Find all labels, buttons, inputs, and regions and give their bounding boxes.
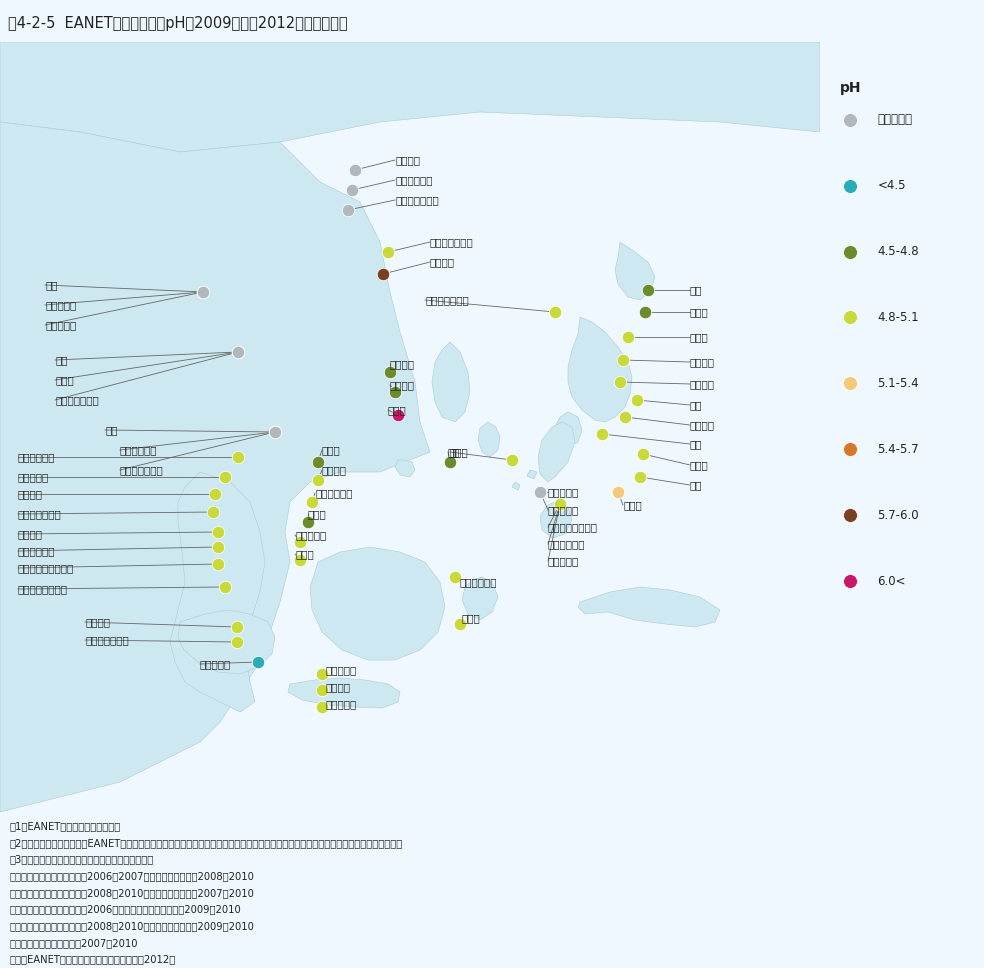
Text: マロス: マロス	[462, 613, 481, 623]
Text: サムートプラカーン: サムートプラカーン	[18, 563, 74, 573]
Text: pH: pH	[839, 80, 861, 95]
Text: 厦門: 厦門	[448, 447, 461, 457]
Text: 図4-2-5  EANET地域の降水中pH（2009年か刁2012年の平均値）: 図4-2-5 EANET地域の降水中pH（2009年か刁2012年の平均値）	[8, 15, 347, 31]
Polygon shape	[170, 472, 265, 712]
Text: 資料：EANET「東アジア酸性雨データ報告書2012」: 資料：EANET「東アジア酸性雨データ報告書2012」	[10, 954, 176, 965]
Text: テレルジ: テレルジ	[430, 257, 455, 267]
Text: 利尺: 利尺	[690, 285, 703, 295]
Polygon shape	[540, 457, 552, 467]
Text: 橋原: 橋原	[690, 480, 703, 490]
Text: 西安: 西安	[45, 280, 57, 290]
Text: ハノイ: ハノイ	[322, 445, 340, 455]
Text: ホアビン: ホアビン	[322, 465, 347, 475]
Polygon shape	[288, 678, 400, 708]
Text: 東京　　　　　　：2007～2010: 東京 ：2007～2010	[10, 938, 139, 948]
Text: 隐岐: 隐岐	[690, 439, 703, 449]
Polygon shape	[615, 242, 655, 300]
Text: クックプオン: クックプオン	[315, 488, 352, 498]
Text: シャンジョウ: シャンジョウ	[120, 445, 157, 455]
Text: プリモルスカヤ: プリモルスカヤ	[425, 295, 468, 305]
Text: グアンインチャオ　：2006～2007　クチン　　　　：2008～2010: グアンインチャオ ：2006～2007 クチン ：2008～2010	[10, 871, 255, 881]
Text: 珠海: 珠海	[105, 425, 117, 435]
Text: パトゥンタニ: パトゥンタニ	[18, 546, 55, 556]
Text: 竜飛岜: 竜飛岜	[690, 332, 708, 342]
Text: バンドゥン: バンドゥン	[325, 699, 356, 709]
Polygon shape	[178, 610, 275, 674]
Polygon shape	[0, 42, 820, 152]
Polygon shape	[462, 577, 498, 620]
Polygon shape	[538, 422, 575, 482]
Text: 4.8-5.1: 4.8-5.1	[878, 311, 919, 324]
Text: <4.5: <4.5	[878, 179, 906, 192]
Polygon shape	[478, 422, 500, 457]
Text: 2：測定方法については、EANETにおいて実技マニュアルとして定められている方法による。なお、精度保証・精度管理は実施している。: 2：測定方法については、EANETにおいて実技マニュアルとして定められている方法…	[10, 838, 403, 848]
Text: ハイフ　　　　　　：2008～2010　ヤンゴン　　　：2007～2010: ハイフ ：2008～2010 ヤンゴン ：2007～2010	[10, 888, 255, 898]
Text: データなし: データなし	[878, 113, 912, 126]
Text: ジンユンシャン: ジンユンシャン	[55, 395, 98, 405]
Text: ナコンラチャシマ: ナコンラチャシマ	[18, 584, 68, 594]
Text: モンディ: モンディ	[395, 155, 420, 165]
Text: 5.1-5.4: 5.1-5.4	[878, 377, 919, 390]
Text: セルポン: セルポン	[325, 682, 350, 692]
Text: 6.0<: 6.0<	[878, 575, 906, 588]
Text: 5.4-5.7: 5.4-5.7	[878, 443, 919, 456]
Text: コトタバン: コトタバン	[200, 659, 231, 669]
Text: ハイフ: ハイフ	[55, 375, 74, 385]
Polygon shape	[527, 470, 537, 479]
Polygon shape	[555, 412, 582, 447]
Text: イルクーツク: イルクーツク	[395, 175, 433, 185]
Polygon shape	[540, 502, 572, 538]
Text: シージャン: シージャン	[45, 300, 76, 310]
Text: 佐渡関岜: 佐渡関岜	[690, 357, 715, 367]
Text: 落石岜: 落石岜	[690, 307, 708, 317]
Text: 重慶: 重慶	[55, 355, 68, 365]
Text: メトロマニラ: メトロマニラ	[548, 539, 585, 549]
Text: 注1：EANETの公表資料より作成。: 注1：EANETの公表資料より作成。	[10, 821, 121, 832]
Text: プノンペン: プノンペン	[295, 530, 327, 540]
Text: ホンウェン: ホンウェン	[548, 487, 580, 497]
Text: ダナンバレー: ダナンバレー	[460, 577, 498, 587]
Text: 東京: 東京	[690, 400, 703, 410]
Text: チェンマイ: チェンマイ	[18, 472, 49, 482]
Text: ジュシエンドン: ジュシエンドン	[120, 465, 163, 475]
Text: ヤンゴン: ヤンゴン	[18, 489, 43, 499]
Text: セントトーマス山: セントトーマス山	[548, 522, 598, 532]
Text: ダナン: ダナン	[308, 509, 327, 519]
Text: 小笠原: 小笠原	[623, 500, 642, 510]
Text: シャオビン: シャオビン	[548, 505, 580, 515]
Text: イムシル: イムシル	[390, 380, 415, 390]
Text: カンチャナブリ: カンチャナブリ	[18, 509, 62, 519]
Polygon shape	[578, 587, 720, 627]
Text: タナラタ: タナラタ	[85, 617, 110, 627]
Polygon shape	[395, 460, 415, 477]
Text: クチン: クチン	[295, 549, 314, 559]
Text: 伊自良湖: 伊自良湖	[690, 420, 715, 430]
Polygon shape	[310, 547, 445, 660]
Text: ウェイシュイユエン：2006　　　　　クックプオン：2009～2010: ウェイシュイユエン：2006 クックプオン：2009～2010	[10, 905, 242, 915]
Text: マロス　　　　　　：2008～2010　ダナン　　　　：2009～2010: マロス ：2008～2010 ダナン ：2009～2010	[10, 922, 255, 931]
Polygon shape	[0, 122, 430, 812]
Text: 八方尾根: 八方尾根	[690, 379, 715, 389]
Text: 4.5-4.8: 4.5-4.8	[878, 245, 919, 258]
Polygon shape	[432, 342, 470, 422]
Text: 5.7-6.0: 5.7-6.0	[878, 509, 919, 522]
Text: ビエンチャン: ビエンチャン	[18, 452, 55, 462]
Text: カンファ: カンファ	[390, 359, 415, 369]
Text: ロスバノス: ロスバノス	[548, 556, 580, 566]
Text: リストビャンカ: リストビャンカ	[395, 195, 439, 205]
Text: ジーウォズ: ジーウォズ	[45, 320, 76, 330]
Text: ジャカルタ: ジャカルタ	[325, 665, 356, 675]
Text: 3：一部の地点の平均値算出期間は以下のとおり。: 3：一部の地点の平均値算出期間は以下のとおり。	[10, 855, 154, 864]
Polygon shape	[512, 482, 520, 490]
Polygon shape	[568, 317, 632, 422]
Text: 辺戸岜: 辺戸岜	[450, 447, 468, 457]
Text: バンコク: バンコク	[18, 529, 43, 539]
Text: ウランバートル: ウランバートル	[430, 237, 473, 247]
Text: ペタリンジャヤ: ペタリンジャヤ	[85, 635, 129, 645]
Text: 蚎竜湖: 蚎竜湖	[690, 460, 708, 470]
Text: 済州島: 済州島	[388, 405, 406, 415]
